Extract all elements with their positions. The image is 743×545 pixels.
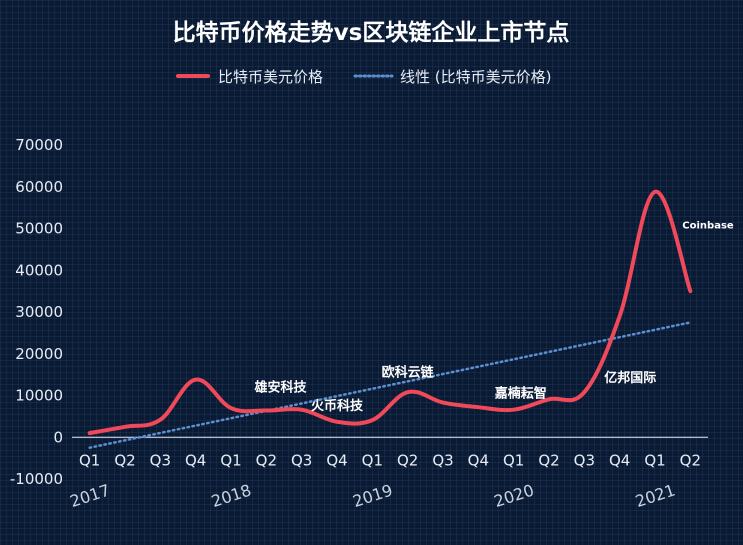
x-tick-label-13: Q2	[538, 451, 559, 469]
price-point-2	[158, 418, 162, 422]
y-tick-label-6: 50000	[15, 220, 63, 238]
year-label-2018: 2018	[209, 480, 254, 511]
x-tick-label-0: Q1	[79, 451, 100, 469]
x-tick-label-12: Q1	[503, 451, 524, 469]
x-axis: Q1 Q2 Q3 Q4 Q1 Q2 Q3 Q4 Q1 Q2 Q3 Q4 Q1 Q2 Q3 Q4 Q1 Q2	[79, 451, 701, 469]
y-tick-label-0: -10000	[10, 470, 63, 488]
price-point-1	[123, 425, 127, 429]
y-tick-label-4: 30000	[15, 303, 63, 321]
year-label-2019: 2019	[350, 480, 395, 511]
x-tick-label-7: Q4	[326, 451, 347, 469]
y-tick-label-5: 40000	[15, 261, 63, 279]
x-tick-label-4: Q1	[220, 451, 241, 469]
y-tick-label-8: 70000	[15, 136, 63, 154]
price-point-16	[653, 190, 657, 194]
year-label-2020: 2020	[492, 480, 537, 511]
year-label-2021: 2021	[633, 480, 678, 511]
price-point-3	[194, 378, 198, 382]
x-tick-label-11: Q4	[468, 451, 489, 469]
price-point-7	[335, 420, 339, 424]
y-tick-label-3: 20000	[15, 345, 63, 363]
series-group	[87, 189, 693, 436]
price-point-9	[406, 390, 410, 394]
annotation-3: 嘉楠耘智	[494, 386, 547, 402]
x-tick-label-3: Q4	[185, 451, 206, 469]
price-point-0	[88, 431, 92, 435]
price-point-6	[300, 408, 304, 412]
year-labels: 2017 2018 2019 2020 2021	[68, 480, 678, 511]
x-tick-label-9: Q2	[397, 451, 418, 469]
chart-title: 比特币价格走势vs区块链企业上市节点	[173, 19, 570, 46]
price-point-14	[582, 390, 586, 394]
x-tick-label-6: Q3	[291, 451, 312, 469]
trendline-group	[88, 321, 692, 449]
x-tick-label-2: Q3	[150, 451, 171, 469]
x-tick-label-5: Q2	[256, 451, 277, 469]
trendline	[88, 321, 692, 449]
annotation-5: Coinbase	[682, 221, 734, 232]
year-label-2017: 2017	[68, 480, 113, 511]
price-line	[87, 189, 693, 436]
x-tick-label-10: Q3	[432, 451, 453, 469]
price-point-5	[264, 409, 268, 413]
annotation-1: 火币科技	[311, 398, 364, 414]
y-axis: -10000 0 10000 20000 30000 40000 50000 60000 700…	[10, 136, 63, 488]
x-tick-label-16: Q1	[644, 451, 665, 469]
x-tick-label-14: Q3	[574, 451, 595, 469]
annotation-4: 亿邦国际	[604, 370, 656, 386]
annotation-2: 欧科云链	[382, 365, 435, 381]
x-tick-label-8: Q1	[362, 451, 383, 469]
price-point-13	[547, 397, 551, 401]
price-point-10	[441, 401, 445, 405]
legend-label-trend: 线性 (比特币美元价格)	[400, 68, 551, 86]
price-point-8	[370, 418, 374, 422]
x-tick-label-15: Q4	[609, 451, 630, 469]
y-tick-label-1: 0	[53, 428, 63, 446]
x-tick-label-1: Q2	[114, 451, 135, 469]
price-point-12	[512, 408, 516, 412]
price-point-15	[618, 314, 622, 318]
price-point-4	[229, 406, 233, 410]
legend-label-price: 比特币美元价格	[218, 68, 323, 86]
price-point-17	[688, 289, 692, 293]
x-tick-label-17: Q2	[680, 451, 701, 469]
annotation-0: 雄安科技	[253, 379, 307, 395]
legend: 比特币美元价格 线性 (比特币美元价格)	[176, 68, 551, 86]
y-tick-label-2: 10000	[15, 387, 63, 405]
price-point-11	[476, 405, 480, 409]
y-tick-label-7: 60000	[15, 178, 63, 196]
